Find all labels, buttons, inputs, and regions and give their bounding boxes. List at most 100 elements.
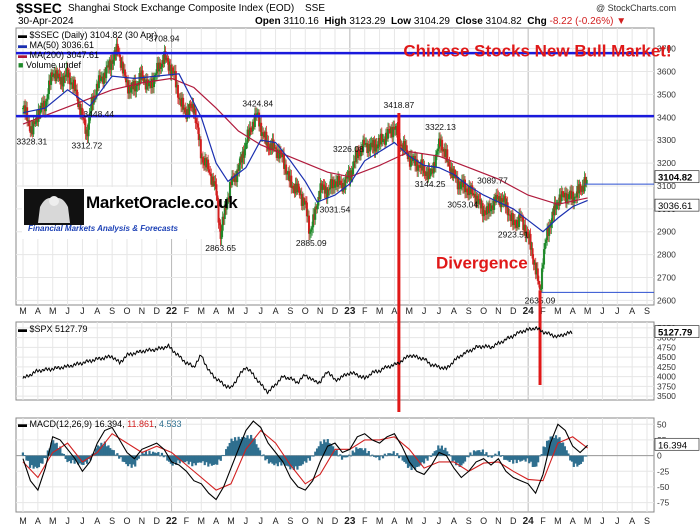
macd-histogram-bar (301, 455, 304, 465)
price-candle-body (470, 185, 473, 195)
macd-histogram-bar (440, 445, 443, 456)
x-axis-month-label: N (317, 306, 324, 316)
price-candle-body (290, 175, 293, 188)
price-candle-body (33, 121, 36, 124)
price-candle-body (305, 202, 308, 217)
price-candle-body (565, 193, 568, 204)
x-axis-month-label-bottom: J (615, 516, 620, 526)
macd-histogram-bar (137, 455, 140, 459)
macd-histogram-bar (390, 453, 394, 456)
price-candle-body (86, 129, 89, 137)
price-candle-body (121, 61, 124, 74)
price-candle-body (467, 192, 470, 196)
price-candle-body (537, 280, 540, 285)
macd-histogram-bar (562, 442, 565, 456)
price-candle-body (212, 176, 215, 186)
price-candle-body (325, 187, 328, 199)
macd-histogram-bar (134, 455, 137, 467)
price-candle-body (462, 179, 465, 188)
macd-histogram-bar (226, 446, 230, 456)
macd-histogram-bar (123, 455, 126, 463)
price-candle-body (245, 142, 248, 144)
price-candle-body (404, 145, 407, 151)
macd-histogram-bar (570, 455, 574, 462)
macd-histogram-bar (210, 455, 213, 466)
price-candle-body (566, 193, 569, 200)
macd-histogram-bar (77, 455, 80, 465)
price-candle-body (45, 98, 48, 102)
price-candle-body (504, 196, 507, 208)
x-axis-month-label-bottom: J (258, 516, 263, 526)
price-candle-body (580, 190, 583, 192)
price-candle-body (378, 137, 381, 145)
price-candle-body (159, 62, 162, 69)
price-candle-body (423, 164, 426, 174)
macd-histogram-bar (339, 454, 342, 456)
price-candle-body (275, 149, 278, 158)
price-candle-body (67, 72, 70, 78)
legend-signal-value: 11.861 (127, 419, 154, 429)
x-axis-month-label: J (65, 306, 70, 316)
price-candle-body (328, 187, 331, 190)
macd-histogram-bar (175, 455, 178, 465)
price-candle-body (291, 185, 294, 188)
macd-histogram-bar (209, 455, 212, 464)
price-candle-body (388, 129, 391, 131)
price-candle-body (435, 151, 438, 155)
price-candle-body (548, 225, 551, 236)
legend-price: ▬ $SSEC (Daily) 3104.82 (30 Apr) ▬ MA(50… (18, 30, 157, 70)
price-candle-body (458, 181, 461, 189)
price-candle-body (87, 123, 90, 137)
price-candle-body (441, 139, 444, 151)
macd-histogram-bar (257, 447, 260, 456)
price-candle-body (508, 214, 511, 216)
price-candle-body (113, 50, 116, 60)
price-candle-body (226, 197, 229, 204)
x-axis-month-label: J (422, 306, 427, 316)
x-axis-month-label-bottom: S (287, 516, 293, 526)
price-point-label: 2885.09 (296, 238, 327, 248)
macd-histogram-bar (510, 455, 513, 461)
price-candle-body (143, 79, 146, 83)
macd-histogram-bar (43, 455, 46, 458)
logo-title: MarketOracle.co.uk (86, 193, 238, 212)
price-candle-body (123, 69, 126, 76)
macd-histogram-bar (251, 438, 254, 456)
x-axis-month-label: S (466, 306, 472, 316)
macd-histogram-bar (337, 455, 340, 457)
macd-histogram-bar (283, 455, 287, 466)
price-candle-body (476, 195, 479, 204)
price-candle-body (499, 196, 502, 208)
macd-histogram-bar (68, 455, 71, 461)
price-candle-body (372, 139, 375, 148)
price-candle-body (178, 97, 180, 99)
macd-histogram-bar (153, 452, 156, 456)
x-axis-month-label-bottom: 24 (523, 516, 535, 527)
spx-y-tick-label: 4750 (657, 342, 676, 352)
macd-axis-value-box (654, 437, 700, 451)
price-candle-body (521, 216, 524, 218)
x-axis-month-label-bottom: A (570, 516, 576, 526)
price-candle-body (366, 143, 369, 154)
price-candle-body (321, 184, 324, 190)
macd-histogram-bar (396, 453, 399, 456)
price-candle-body (237, 169, 240, 171)
macd-histogram-bar (267, 455, 271, 464)
price-candle-body (434, 154, 437, 168)
price-candle-body (413, 155, 416, 158)
x-axis-month-label-bottom: M (227, 516, 235, 526)
x-axis-month-label: A (629, 306, 635, 316)
price-point-label: 3226.08 (333, 144, 364, 154)
price-candle-body (239, 156, 242, 165)
legend-macd-label: MACD(12,26,9) (29, 419, 93, 429)
macd-histogram-bar (463, 455, 467, 462)
price-candle-body (191, 103, 194, 108)
price-candle-body (274, 147, 277, 150)
price-candle-body (525, 231, 528, 237)
x-axis-month-label: A (35, 306, 41, 316)
macd-histogram-bar (139, 454, 142, 456)
statue-icon (24, 189, 84, 225)
price-y-tick-label: 2900 (657, 227, 676, 237)
macd-histogram-bar (315, 448, 319, 456)
